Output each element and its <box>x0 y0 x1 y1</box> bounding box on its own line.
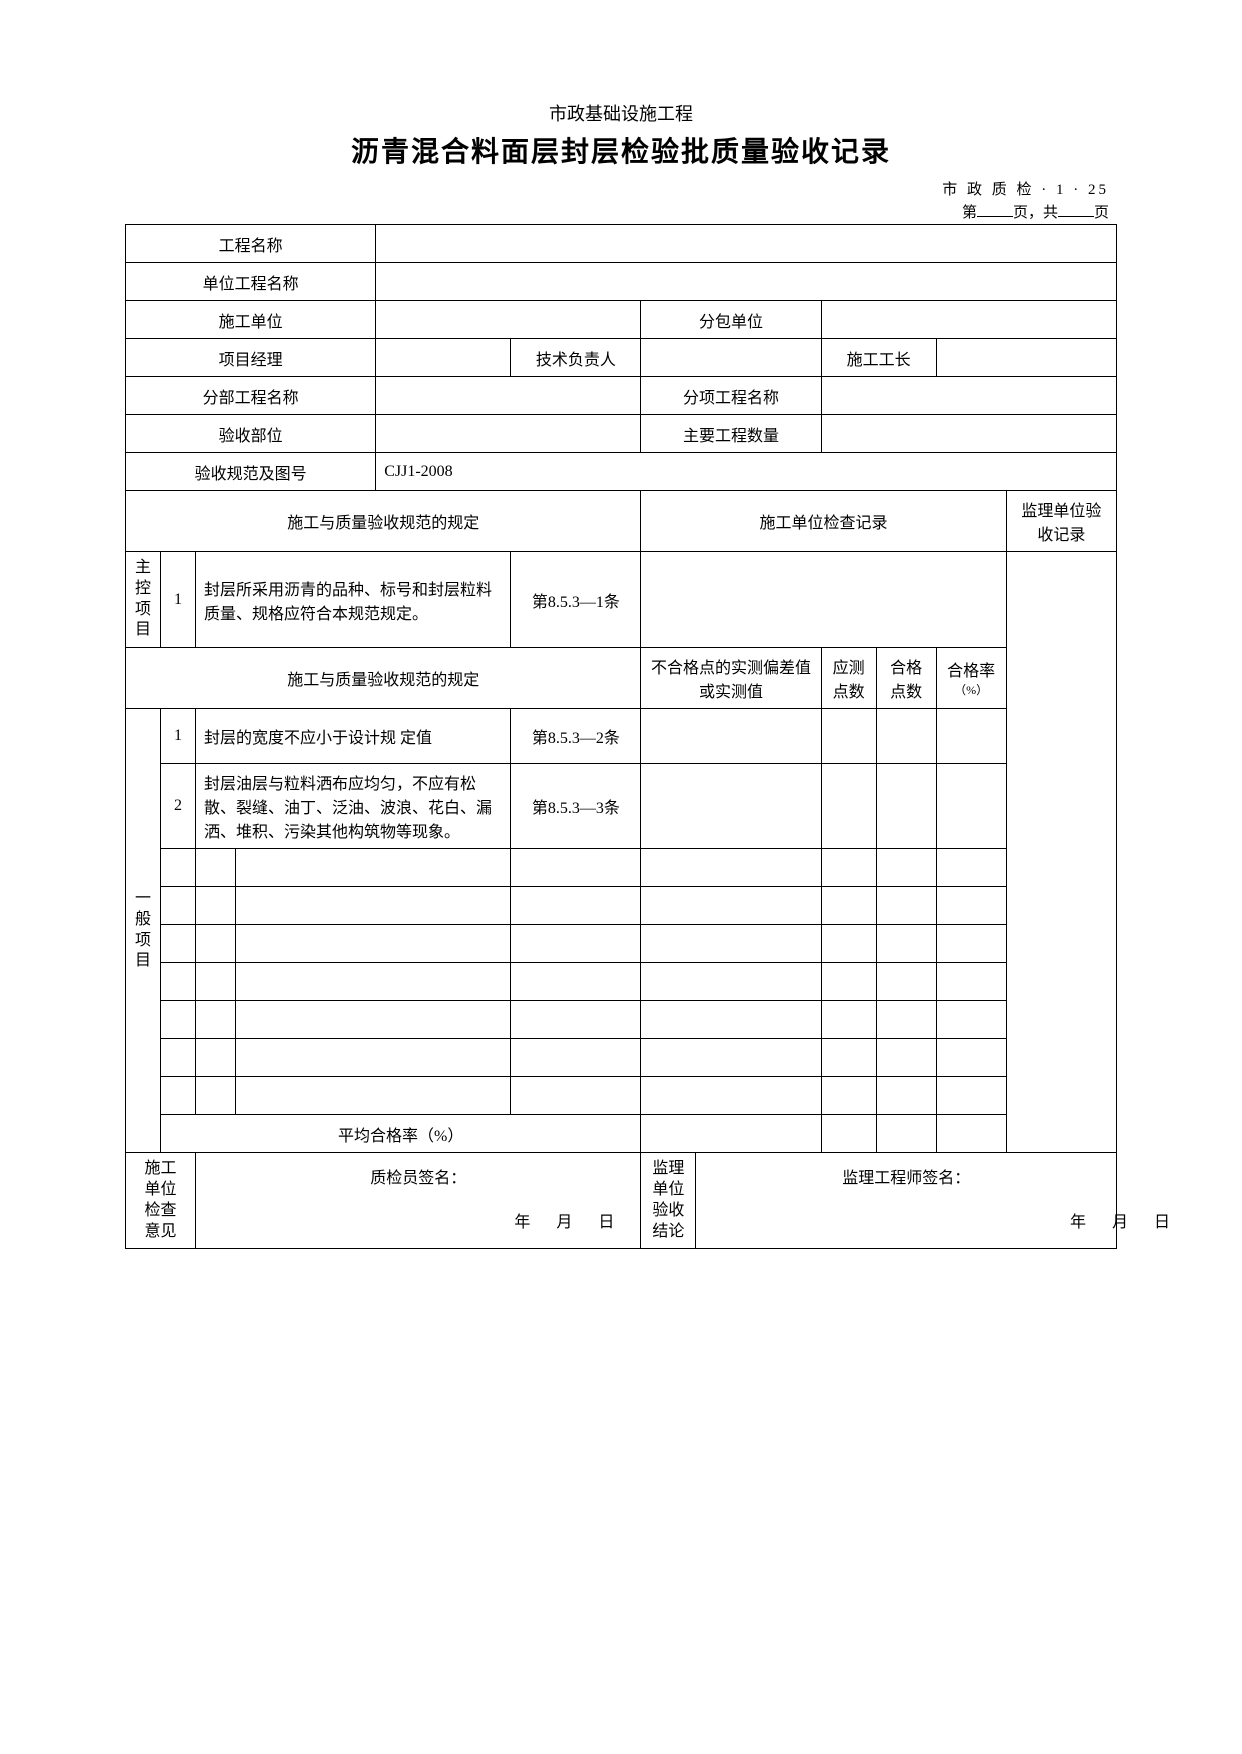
table-row[interactable] <box>161 1001 196 1039</box>
label-division-name: 分部工程名称 <box>126 377 376 415</box>
main-item-1-clause: 第8.5.3—1条 <box>511 552 641 648</box>
table-row[interactable] <box>161 925 196 963</box>
table-row[interactable] <box>161 887 196 925</box>
label-project-name: 工程名称 <box>126 225 376 263</box>
form-code: 市 政 质 检 · 1 · 25 <box>125 178 1117 199</box>
gen-item-2-idx: 2 <box>161 764 196 849</box>
label-tech-lead: 技术负责人 <box>511 339 641 377</box>
label-spec-rule-2: 施工与质量验收规范的规定 <box>126 648 641 709</box>
label-unqual-val: 不合格点的实测偏差值或实测值 <box>641 648 821 709</box>
page-title: 沥青混合料面层封层检验批质量验收记录 <box>125 130 1117 170</box>
date-line-left: 年 月 日 <box>514 1208 620 1232</box>
field-project-manager[interactable] <box>376 339 511 377</box>
table-row[interactable] <box>161 1077 196 1115</box>
main-item-1-idx: 1 <box>161 552 196 648</box>
label-qual-pts: 合格点数 <box>876 648 936 709</box>
label-main-qty: 主要工程数量 <box>641 415 821 453</box>
gen-item-1-qual[interactable] <box>876 709 936 764</box>
label-sub-unit: 分包单位 <box>641 301 821 339</box>
construct-opinion-area[interactable]: 质检员签名： 年 月 日 <box>196 1153 641 1249</box>
field-main-qty[interactable] <box>821 415 1116 453</box>
label-construction-unit: 施工单位 <box>126 301 376 339</box>
field-avg-rate[interactable] <box>936 1115 1006 1153</box>
field-avg-qual[interactable] <box>876 1115 936 1153</box>
gen-item-1-should[interactable] <box>821 709 876 764</box>
field-avg-val[interactable] <box>641 1115 821 1153</box>
label-general-item: 一般项目 <box>126 709 161 1153</box>
field-acceptance-part[interactable] <box>376 415 641 453</box>
table-row[interactable] <box>161 963 196 1001</box>
label-subdivision-name: 分项工程名称 <box>641 377 821 415</box>
table-row[interactable] <box>161 849 196 887</box>
label-supervise-conclusion: 监理单位验收结论 <box>641 1153 696 1249</box>
field-project-name[interactable] <box>376 225 1117 263</box>
label-spec-code: 验收规范及图号 <box>126 453 376 491</box>
gen-item-2-rate[interactable] <box>936 764 1006 849</box>
field-unit-project-name[interactable] <box>376 263 1117 301</box>
label-acceptance-part: 验收部位 <box>126 415 376 453</box>
field-sub-unit[interactable] <box>821 301 1116 339</box>
pager: 第页，共页 <box>125 201 1117 222</box>
label-should-pts: 应测点数 <box>821 648 876 709</box>
date-line-right: 年 月 日 <box>1070 1208 1176 1232</box>
label-foreman: 施工工长 <box>821 339 936 377</box>
label-qual-rate: 合格率（%） <box>936 648 1006 709</box>
gen-item-2-clause: 第8.5.3—3条 <box>511 764 641 849</box>
inspection-form: 工程名称 单位工程名称 施工单位 分包单位 项目经理 技术负责人 施工工长 分部… <box>125 224 1117 1249</box>
field-spec-code: CJJ1-2008 <box>376 453 1117 491</box>
field-construction-unit[interactable] <box>376 301 641 339</box>
gen-item-1-idx: 1 <box>161 709 196 764</box>
field-avg-should[interactable] <box>821 1115 876 1153</box>
gen-item-1-rate[interactable] <box>936 709 1006 764</box>
engineer-sign-label: 监理工程师签名： <box>696 1164 1116 1188</box>
label-spec-rule-1: 施工与质量验收规范的规定 <box>126 491 641 552</box>
field-division-name[interactable] <box>376 377 641 415</box>
gen-item-1-text: 封层的宽度不应小于设计规 定值 <box>196 709 511 764</box>
gen-item-2-text: 封层油层与粒料洒布应均匀，不应有松散、裂缝、油丁、泛油、波浪、花白、漏洒、堆积、… <box>196 764 511 849</box>
label-main-item: 主控项目 <box>126 552 161 648</box>
field-foreman[interactable] <box>936 339 1116 377</box>
gen-item-2-qual[interactable] <box>876 764 936 849</box>
gen-item-1-clause: 第8.5.3—2条 <box>511 709 641 764</box>
supervise-conclusion-area[interactable]: 监理工程师签名： 年 月 日 <box>696 1153 1117 1249</box>
label-unit-project-name: 单位工程名称 <box>126 263 376 301</box>
field-subdivision-name[interactable] <box>821 377 1116 415</box>
label-avg-qual: 平均合格率（%） <box>161 1115 641 1153</box>
supervisor-record-area[interactable] <box>1006 552 1116 1153</box>
header-subtitle: 市政基础设施工程 <box>125 100 1117 126</box>
main-item-1-text: 封层所采用沥青的品种、标号和封层粒料质量、规格应符合本规范规定。 <box>196 552 511 648</box>
gen-item-2-should[interactable] <box>821 764 876 849</box>
qc-sign-label: 质检员签名： <box>196 1164 640 1188</box>
label-project-manager: 项目经理 <box>126 339 376 377</box>
label-construct-opinion: 施工单位检查意见 <box>126 1153 196 1249</box>
label-supervisor-record: 监理单位验收记录 <box>1006 491 1116 552</box>
table-row[interactable] <box>161 1039 196 1077</box>
label-inspect-record: 施工单位检查记录 <box>641 491 1006 552</box>
field-tech-lead[interactable] <box>641 339 821 377</box>
main-item-1-record[interactable] <box>641 552 1006 648</box>
gen-item-2-val[interactable] <box>641 764 821 849</box>
gen-item-1-val[interactable] <box>641 709 821 764</box>
